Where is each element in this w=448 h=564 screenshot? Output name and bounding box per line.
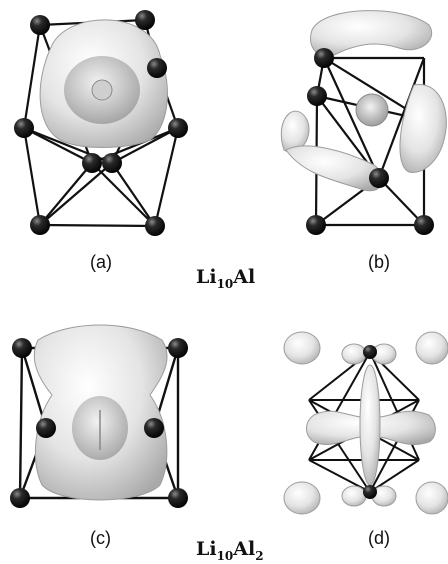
panel-c-atoms bbox=[10, 338, 188, 508]
panel-c-label: (c) bbox=[90, 528, 111, 548]
formula-li10al2: Li10Al2 bbox=[196, 538, 264, 563]
panel-a-svg bbox=[14, 10, 188, 236]
panel-d-label: (d) bbox=[368, 528, 390, 548]
panel-d-atoms bbox=[363, 345, 377, 499]
panel-d-svg bbox=[283, 331, 448, 515]
panel-d-isosurface-lobes bbox=[283, 331, 448, 515]
panel-b-isosurface-right bbox=[399, 84, 447, 173]
panel-a-center-atom bbox=[91, 79, 113, 101]
panel-c-structure bbox=[0, 300, 224, 530]
panel-b-atoms bbox=[306, 48, 434, 235]
panel-a-structure bbox=[0, 0, 224, 245]
formula-li10al: Li10Al bbox=[196, 266, 256, 291]
panel-a-label: (a) bbox=[90, 252, 112, 272]
panel-b-structure bbox=[224, 0, 448, 245]
panel-b-svg bbox=[280, 10, 447, 235]
panel-b-center-atom bbox=[355, 93, 389, 127]
panel-d-structure bbox=[224, 300, 448, 530]
panel-a-atoms bbox=[14, 10, 188, 236]
panel-b-label: (b) bbox=[368, 252, 390, 272]
panel-c-svg bbox=[10, 324, 188, 508]
